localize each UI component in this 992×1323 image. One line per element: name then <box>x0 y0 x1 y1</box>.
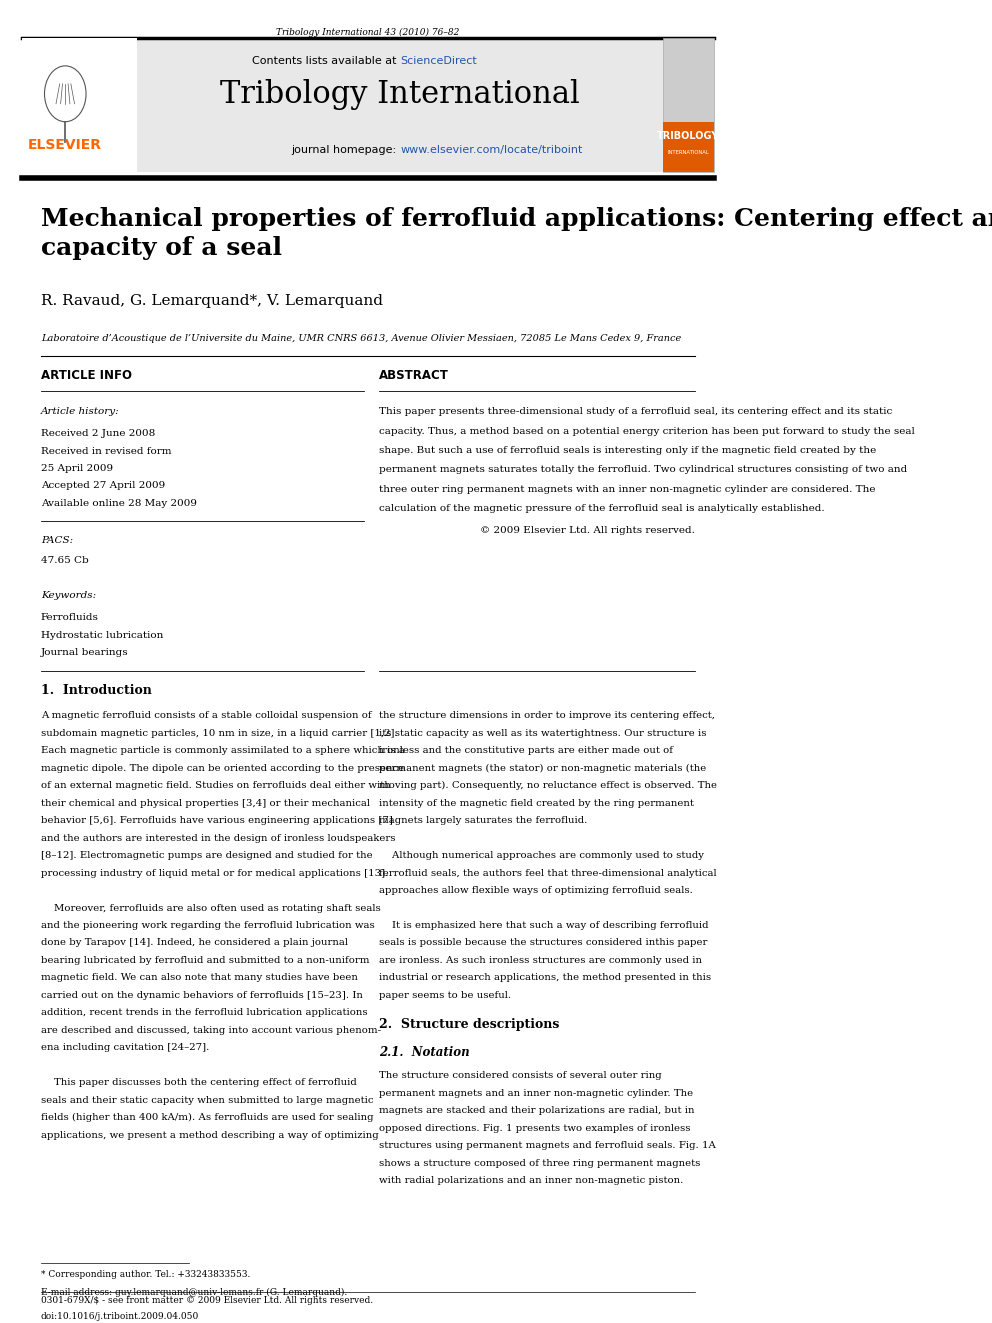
Text: magnets are stacked and their polarizations are radial, but in: magnets are stacked and their polarizati… <box>379 1106 694 1115</box>
Text: Journal bearings: Journal bearings <box>41 648 128 658</box>
Text: behavior [5,6]. Ferrofluids have various engineering applications [7]: behavior [5,6]. Ferrofluids have various… <box>41 816 393 826</box>
Text: magnetic dipole. The dipole can be oriented according to the presence: magnetic dipole. The dipole can be orien… <box>41 763 404 773</box>
Text: Although numerical approaches are commonly used to study: Although numerical approaches are common… <box>379 851 704 860</box>
Text: * Corresponding author. Tel.: +33243833553.: * Corresponding author. Tel.: +332438335… <box>41 1270 250 1279</box>
Text: 1.  Introduction: 1. Introduction <box>41 684 152 696</box>
Text: and the pioneering work regarding the ferrofluid lubrication was: and the pioneering work regarding the fe… <box>41 921 375 930</box>
Text: shape. But such a use of ferrofluid seals is interesting only if the magnetic fi: shape. But such a use of ferrofluid seal… <box>379 446 876 455</box>
Text: structures using permanent magnets and ferrofluid seals. Fig. 1A: structures using permanent magnets and f… <box>379 1140 716 1150</box>
Text: intensity of the magnetic field created by the ring permanent: intensity of the magnetic field created … <box>379 799 693 808</box>
Text: with radial polarizations and an inner non-magnetic piston.: with radial polarizations and an inner n… <box>379 1176 683 1185</box>
Text: doi:10.1016/j.triboint.2009.04.050: doi:10.1016/j.triboint.2009.04.050 <box>41 1312 199 1322</box>
Text: Mechanical properties of ferrofluid applications: Centering effect and
capacity : Mechanical properties of ferrofluid appl… <box>41 206 992 261</box>
Text: INTERNATIONAL: INTERNATIONAL <box>668 151 709 155</box>
Text: are ironless. As such ironless structures are commonly used in: are ironless. As such ironless structure… <box>379 957 702 964</box>
Text: Keywords:: Keywords: <box>41 591 96 601</box>
Text: ironless and the constitutive parts are either made out of: ironless and the constitutive parts are … <box>379 746 673 755</box>
FancyBboxPatch shape <box>22 38 713 172</box>
Text: carried out on the dynamic behaviors of ferrofluids [15–23]. In: carried out on the dynamic behaviors of … <box>41 991 363 1000</box>
Text: 2.1.  Notation: 2.1. Notation <box>379 1046 469 1060</box>
Text: permanent magnets and an inner non-magnetic cylinder. The: permanent magnets and an inner non-magne… <box>379 1089 693 1098</box>
Text: Hydrostatic lubrication: Hydrostatic lubrication <box>41 631 163 639</box>
Text: Available online 28 May 2009: Available online 28 May 2009 <box>41 499 196 508</box>
Text: fields (higher than 400 kA/m). As ferrofluids are used for sealing: fields (higher than 400 kA/m). As ferrof… <box>41 1113 373 1122</box>
Text: Each magnetic particle is commonly assimilated to a sphere which is a: Each magnetic particle is commonly assim… <box>41 746 405 755</box>
Text: their chemical and physical properties [3,4] or their mechanical: their chemical and physical properties [… <box>41 799 370 808</box>
Text: magnets largely saturates the ferrofluid.: magnets largely saturates the ferrofluid… <box>379 816 587 826</box>
Text: R. Ravaud, G. Lemarquand*, V. Lemarquand: R. Ravaud, G. Lemarquand*, V. Lemarquand <box>41 294 383 308</box>
Text: 47.65 Cb: 47.65 Cb <box>41 556 88 565</box>
Text: calculation of the magnetic pressure of the ferrofluid seal is analytically esta: calculation of the magnetic pressure of … <box>379 504 824 513</box>
Text: journal homepage:: journal homepage: <box>292 144 400 155</box>
Text: subdomain magnetic particles, 10 nm in size, in a liquid carrier [1,2].: subdomain magnetic particles, 10 nm in s… <box>41 729 398 738</box>
Text: are described and discussed, taking into account various phenom-: are described and discussed, taking into… <box>41 1025 381 1035</box>
Text: 25 April 2009: 25 April 2009 <box>41 464 113 474</box>
Text: seals is possible because the structures considered inthis paper: seals is possible because the structures… <box>379 938 707 947</box>
Text: [8–12]. Electromagnetic pumps are designed and studied for the: [8–12]. Electromagnetic pumps are design… <box>41 851 372 860</box>
Text: This paper discusses both the centering effect of ferrofluid: This paper discusses both the centering … <box>41 1078 356 1088</box>
Text: three outer ring permanent magnets with an inner non-magnetic cylinder are consi: three outer ring permanent magnets with … <box>379 486 876 493</box>
Text: processing industry of liquid metal or for medical applications [13].: processing industry of liquid metal or f… <box>41 869 388 877</box>
Text: TRIBOLOGY: TRIBOLOGY <box>658 131 719 142</box>
Text: capacity. Thus, a method based on a potential energy criterion has been put forw: capacity. Thus, a method based on a pote… <box>379 426 915 435</box>
Text: ELSEVIER: ELSEVIER <box>28 138 102 152</box>
Text: Contents lists available at: Contents lists available at <box>252 56 400 66</box>
Text: E-mail address: guy.lemarquand@univ-lemans.fr (G. Lemarquand).: E-mail address: guy.lemarquand@univ-lema… <box>41 1289 347 1298</box>
Text: 2.  Structure descriptions: 2. Structure descriptions <box>379 1019 559 1032</box>
Text: ena including cavitation [24–27].: ena including cavitation [24–27]. <box>41 1044 209 1052</box>
Text: the structure dimensions in order to improve its centering effect,: the structure dimensions in order to imp… <box>379 712 715 721</box>
Text: done by Tarapov [14]. Indeed, he considered a plain journal: done by Tarapov [14]. Indeed, he conside… <box>41 938 348 947</box>
Text: moving part). Consequently, no reluctance effect is observed. The: moving part). Consequently, no reluctanc… <box>379 782 717 790</box>
Text: 0301-679X/$ - see front matter © 2009 Elsevier Ltd. All rights reserved.: 0301-679X/$ - see front matter © 2009 El… <box>41 1297 373 1306</box>
Text: paper seems to be useful.: paper seems to be useful. <box>379 991 511 1000</box>
Text: Tribology International 43 (2010) 76–82: Tribology International 43 (2010) 76–82 <box>276 28 459 37</box>
Text: www.elsevier.com/locate/triboint: www.elsevier.com/locate/triboint <box>400 144 582 155</box>
FancyBboxPatch shape <box>663 38 713 172</box>
Text: ferrofluid seals, the authors feel that three-dimensional analytical: ferrofluid seals, the authors feel that … <box>379 869 716 877</box>
Text: and the authors are interested in the design of ironless loudspeakers: and the authors are interested in the de… <box>41 833 395 843</box>
Text: its static capacity as well as its watertightness. Our structure is: its static capacity as well as its water… <box>379 729 706 738</box>
Text: approaches allow flexible ways of optimizing ferrofluid seals.: approaches allow flexible ways of optimi… <box>379 886 692 896</box>
Text: © 2009 Elsevier Ltd. All rights reserved.: © 2009 Elsevier Ltd. All rights reserved… <box>480 525 695 534</box>
Text: industrial or research applications, the method presented in this: industrial or research applications, the… <box>379 974 711 983</box>
Text: This paper presents three-dimensional study of a ferrofluid seal, its centering : This paper presents three-dimensional st… <box>379 407 892 417</box>
Text: A magnetic ferrofluid consists of a stable colloidal suspension of: A magnetic ferrofluid consists of a stab… <box>41 712 371 721</box>
Text: Accepted 27 April 2009: Accepted 27 April 2009 <box>41 482 165 491</box>
Text: permanent magnets saturates totally the ferrofluid. Two cylindrical structures c: permanent magnets saturates totally the … <box>379 466 908 475</box>
Text: ABSTRACT: ABSTRACT <box>379 369 449 382</box>
Text: of an external magnetic field. Studies on ferrofluids deal either with: of an external magnetic field. Studies o… <box>41 782 391 790</box>
Text: Moreover, ferrofluids are also often used as rotating shaft seals: Moreover, ferrofluids are also often use… <box>41 904 381 913</box>
Text: PACS:: PACS: <box>41 536 73 545</box>
FancyBboxPatch shape <box>22 38 137 172</box>
Text: Received 2 June 2008: Received 2 June 2008 <box>41 429 155 438</box>
Text: Received in revised form: Received in revised form <box>41 447 172 455</box>
Text: Ferrofluids: Ferrofluids <box>41 613 98 622</box>
Text: The structure considered consists of several outer ring: The structure considered consists of sev… <box>379 1072 662 1080</box>
Text: addition, recent trends in the ferrofluid lubrication applications: addition, recent trends in the ferroflui… <box>41 1008 367 1017</box>
Text: magnetic field. We can also note that many studies have been: magnetic field. We can also note that ma… <box>41 974 358 983</box>
Text: shows a structure composed of three ring permanent magnets: shows a structure composed of three ring… <box>379 1159 700 1167</box>
Text: It is emphasized here that such a way of describing ferrofluid: It is emphasized here that such a way of… <box>379 921 708 930</box>
Text: opposed directions. Fig. 1 presents two examples of ironless: opposed directions. Fig. 1 presents two … <box>379 1123 690 1132</box>
Text: ScienceDirect: ScienceDirect <box>400 56 477 66</box>
Text: ARTICLE INFO: ARTICLE INFO <box>41 369 132 382</box>
Text: Laboratoire d’Acoustique de l’Universite du Maine, UMR CNRS 6613, Avenue Olivier: Laboratoire d’Acoustique de l’Universite… <box>41 335 682 343</box>
Text: bearing lubricated by ferrofluid and submitted to a non-uniform: bearing lubricated by ferrofluid and sub… <box>41 957 369 964</box>
Text: applications, we present a method describing a way of optimizing: applications, we present a method descri… <box>41 1131 378 1139</box>
Text: Tribology International: Tribology International <box>220 79 580 110</box>
Text: Article history:: Article history: <box>41 407 119 417</box>
Text: seals and their static capacity when submitted to large magnetic: seals and their static capacity when sub… <box>41 1095 373 1105</box>
FancyBboxPatch shape <box>663 122 713 172</box>
Text: permanent magnets (the stator) or non-magnetic materials (the: permanent magnets (the stator) or non-ma… <box>379 763 706 773</box>
